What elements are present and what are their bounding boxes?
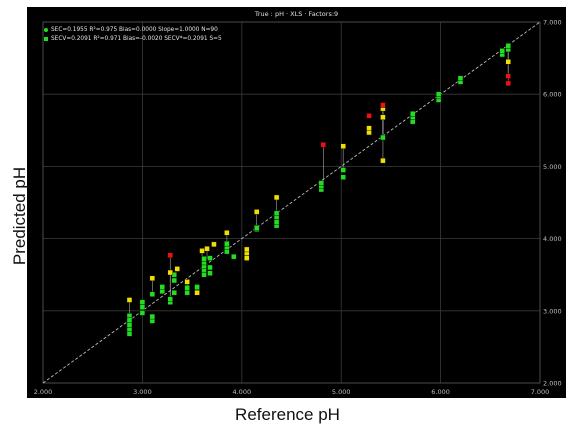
data-point-green [207,270,213,276]
data-point-green [207,264,213,271]
y-tick-label: 7.000 [543,19,562,27]
data-point-green [139,310,146,316]
y-axis-title: Predicted pH [10,166,29,266]
x-tick-label: 3.000 [133,388,152,396]
y-tick-label: 3.000 [543,307,562,315]
data-point-yellow [184,279,190,285]
data-point-green [273,210,280,217]
data-point-red [505,73,511,79]
scatter-plot: 2.000 3.000 4.000 5.000 6.000 7.0002.0003.000… [34,19,562,397]
data-point-green [167,296,173,302]
data-point-green [184,290,190,296]
data-point-yellow [366,125,372,131]
data-point-red [366,113,372,119]
data-point-green [201,256,207,262]
data-point-yellow [211,241,217,248]
data-point-red [505,80,511,87]
data-point-green [201,272,207,278]
data-point-yellow [273,194,280,201]
data-point-green [126,317,133,323]
data-point-yellow [380,157,386,164]
data-point-green [126,322,133,328]
data-point-green [149,291,156,297]
data-point-green [499,48,505,54]
x-tick-label: 2.000 [34,388,53,396]
data-point-green [380,134,386,141]
legend-entry-validation: SECV=0.2091 R²=0.971 Bias=-0.0020 SECV*=… [44,36,222,42]
data-point-yellow [204,246,210,252]
data-point-green [171,290,177,296]
data-point-green [139,304,146,310]
x-tick-label: 7.000 [531,388,550,396]
data-point-yellow [149,275,156,282]
data-point-green [184,284,190,291]
legend-entry-calibration: SEC=0.1955 R²=0.975 Bias=0.0000 Slope=1.… [44,27,218,33]
data-point-green [505,43,511,49]
data-point-yellow [167,269,173,276]
data-point-red [167,252,173,258]
data-point-yellow [380,114,386,121]
data-point-green [231,253,237,260]
data-point-green [139,299,146,305]
legend-text-validation: SECV=0.2091 R²=0.971 Bias=-0.0020 SECV*=… [51,36,222,42]
data-point-green [318,180,325,186]
data-point-green [435,91,442,97]
data-point-yellow [194,290,200,296]
data-point-green [194,284,200,290]
data-point-yellow [244,246,250,253]
legend-marker-validation [44,36,48,41]
y-tick-label: 6.000 [543,91,562,99]
data-point-yellow [505,59,511,65]
data-point-green [149,313,156,320]
data-point-green [224,240,230,247]
legend-marker-calibration [44,27,48,32]
x-tick-label: 4.000 [232,388,251,396]
data-point-green [126,331,133,337]
x-tick-label: 5.000 [332,388,351,396]
data-point-yellow [174,266,180,272]
data-point-yellow [199,248,205,254]
data-point-green [340,174,346,180]
data-point-green [410,110,416,117]
data-point-green [273,219,280,225]
data-point-green [159,284,165,290]
y-tick-label: 2.000 [543,380,562,388]
chart-panel: 2.000 3.000 4.000 5.000 6.000 7.000 2.000 3.000… [27,7,566,398]
data-point-green [340,167,346,173]
data-point-yellow [126,297,133,303]
data-point-green [171,277,177,284]
data-point-green [254,225,260,231]
legend-text-calibration: SEC=0.1955 R²=0.975 Bias=0.0000 Slope=1.… [51,27,218,33]
x-tick-label: 6.000 [431,388,450,396]
data-point-yellow [254,209,260,215]
y-tick-label: 4.000 [543,235,562,243]
diagonal-reference-line [42,21,541,384]
y-tick-label: 5.000 [543,163,562,171]
data-point-red [380,102,386,108]
data-point-yellow [244,255,250,261]
data-point-yellow [224,230,230,236]
x-axis-title: Reference pH [235,405,340,424]
data-point-green [457,75,464,82]
data-point-green [207,255,213,261]
plot-frame [42,21,541,384]
chart-title: True : pH · XLS · Factors:9 [254,10,339,18]
data-point-red [320,142,327,148]
data-point-yellow [340,143,346,149]
